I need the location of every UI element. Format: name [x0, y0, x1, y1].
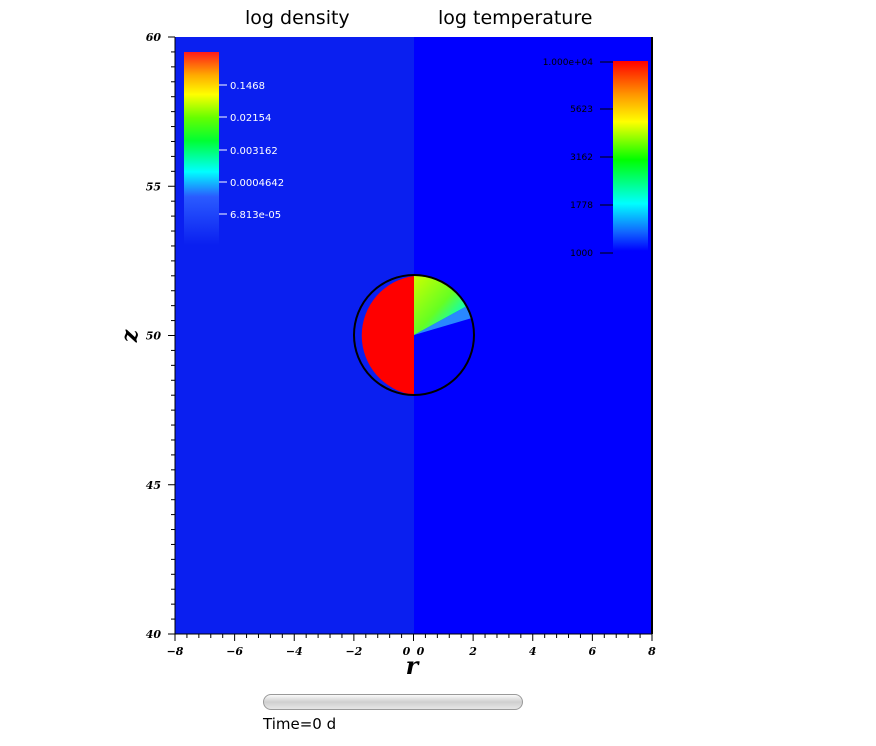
- x-tick-label: 8: [648, 645, 656, 658]
- density-colorbar-label: 0.003162: [230, 146, 278, 157]
- temperature-hot-wedge-edge: [414, 306, 472, 335]
- time-slider[interactable]: [263, 694, 523, 710]
- temperature-colorbar-label: 1778: [570, 201, 593, 211]
- temperature-colorbar-label: 3162: [570, 153, 593, 163]
- y-tick-label: 55: [146, 180, 161, 193]
- density-colorbar-label: 6.813e-05: [230, 210, 281, 221]
- x-axis-label: r: [406, 651, 421, 680]
- density-colorbar-label: 0.1468: [230, 81, 265, 92]
- y-axis-label: z: [117, 329, 143, 343]
- x-tick-label: 0: [403, 645, 411, 658]
- x-tick-label: −6: [226, 645, 243, 658]
- x-tick-label: 6: [589, 645, 597, 658]
- x-tick-label: −2: [345, 645, 362, 658]
- temperature-colorbar-label: 1000: [570, 249, 593, 259]
- temperature-colorbar-label: 5623: [570, 105, 593, 115]
- x-tick-label: −4: [286, 645, 303, 658]
- temperature-colorbar-label: 1.000e+04: [543, 58, 594, 68]
- density-colorbar-label: 0.02154: [230, 113, 271, 124]
- x-tick-label: −8: [167, 645, 184, 658]
- density-title: log density: [245, 7, 350, 29]
- x-tick-label: 2: [468, 645, 477, 658]
- temperature-colorbar-labels: 1.000e+04 5623 3162 1778 1000: [543, 58, 613, 259]
- temperature-background: [414, 37, 652, 634]
- y-axis: 60 55 50 45 40: [146, 31, 175, 641]
- object-outline: [353, 274, 475, 396]
- density-colorbar-labels: 0.1468 0.02154 0.003162 0.0004642 6.813e-05: [219, 81, 284, 221]
- density-colorbar: [184, 52, 219, 245]
- y-tick-label: 60: [146, 31, 162, 44]
- y-tick-label: 40: [146, 628, 162, 641]
- x-tick-label: 0: [417, 645, 425, 658]
- x-axis: −8 −6 −4 −2 0 0 2 4 6 8: [167, 633, 656, 658]
- temperature-colorbar: [613, 61, 648, 251]
- y-tick-label: 50: [146, 330, 162, 343]
- y-tick-label: 45: [146, 479, 161, 492]
- density-colorbar-label: 0.0004642: [230, 178, 284, 189]
- x-tick-label: 4: [529, 645, 537, 658]
- density-object: [361, 276, 414, 395]
- temperature-title: log temperature: [438, 7, 593, 29]
- time-label: Time=0 d: [263, 715, 337, 733]
